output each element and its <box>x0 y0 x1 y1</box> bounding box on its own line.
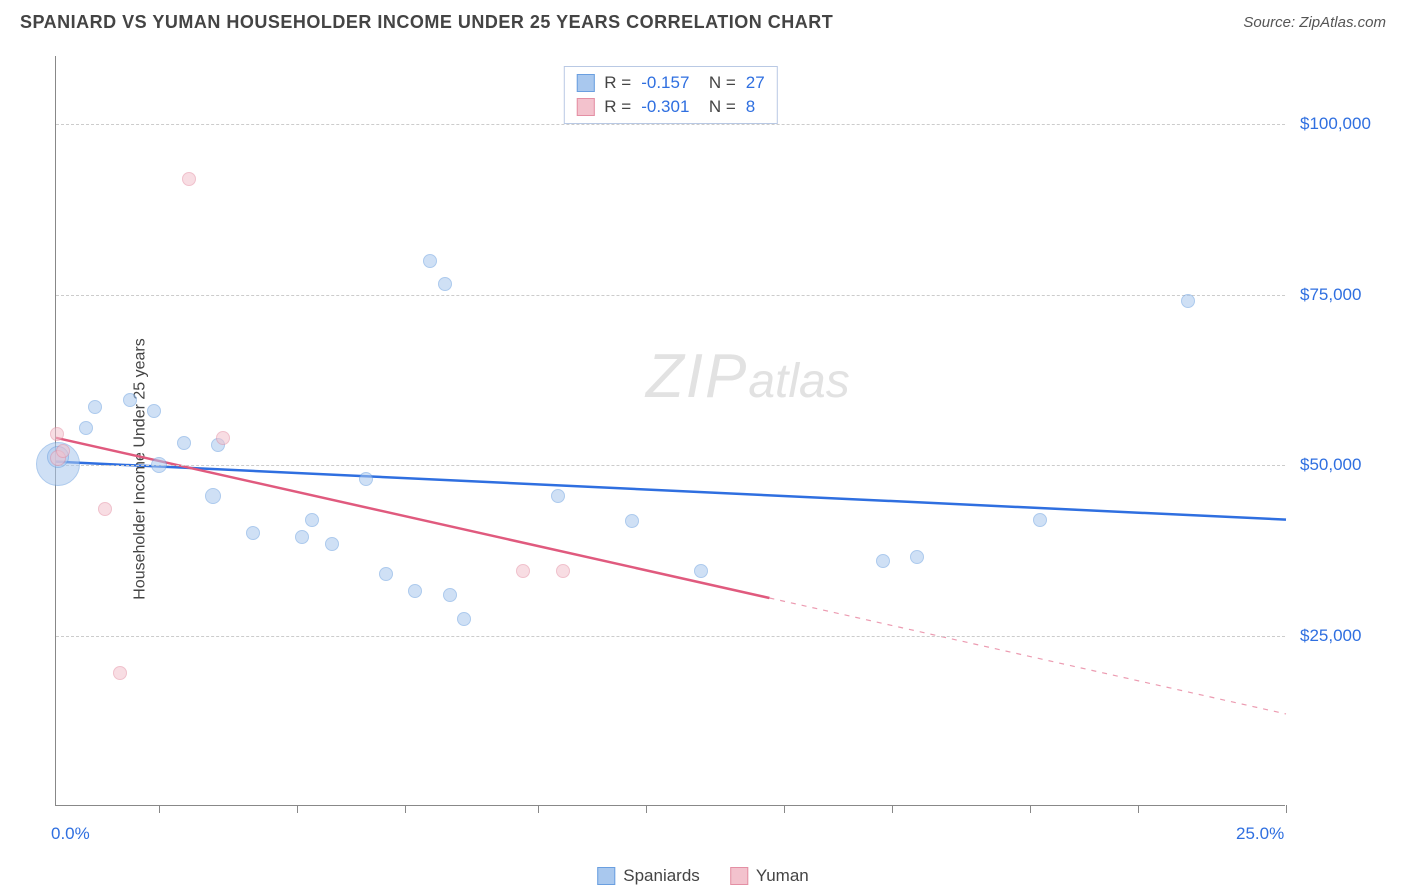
data-point <box>88 400 102 414</box>
swatch-icon <box>730 867 748 885</box>
data-point <box>50 427 64 441</box>
y-tick-label: $50,000 <box>1300 455 1361 475</box>
data-point <box>246 526 260 540</box>
data-point <box>408 584 422 598</box>
data-point <box>147 404 161 418</box>
data-point <box>182 172 196 186</box>
data-point <box>151 457 167 473</box>
data-point <box>113 666 127 680</box>
x-tick <box>646 805 647 813</box>
data-point <box>910 550 924 564</box>
y-tick-label: $100,000 <box>1300 114 1371 134</box>
x-tick <box>1286 805 1287 813</box>
data-point <box>438 277 452 291</box>
x-tick-label: 0.0% <box>51 824 90 844</box>
x-tick <box>405 805 406 813</box>
data-point <box>443 588 457 602</box>
data-point <box>625 514 639 528</box>
data-point <box>216 431 230 445</box>
plot-area: ZIPatlas R = -0.157 N = 27 R = -0.301 N … <box>55 56 1285 806</box>
gridline <box>56 636 1285 637</box>
data-point <box>1033 513 1047 527</box>
chart-title: SPANIARD VS YUMAN HOUSEHOLDER INCOME UND… <box>20 12 833 33</box>
data-point <box>457 612 471 626</box>
data-point <box>556 564 570 578</box>
data-point <box>79 421 93 435</box>
regression-lines <box>56 56 1285 805</box>
swatch-icon <box>597 867 615 885</box>
data-point <box>694 564 708 578</box>
data-point <box>359 472 373 486</box>
data-point <box>56 444 70 458</box>
gridline <box>56 465 1285 466</box>
y-tick-label: $75,000 <box>1300 285 1361 305</box>
data-point <box>551 489 565 503</box>
data-point <box>98 502 112 516</box>
legend-item: Spaniards <box>597 866 700 886</box>
data-point <box>379 567 393 581</box>
data-point <box>876 554 890 568</box>
x-tick <box>784 805 785 813</box>
chart-container: Householder Income Under 25 years ZIPatl… <box>0 46 1406 892</box>
data-point <box>516 564 530 578</box>
legend-item: Yuman <box>730 866 809 886</box>
gridline <box>56 124 1285 125</box>
data-point <box>325 537 339 551</box>
x-tick-label: 25.0% <box>1236 824 1284 844</box>
data-point <box>423 254 437 268</box>
y-tick-label: $25,000 <box>1300 626 1361 646</box>
data-point <box>177 436 191 450</box>
data-point <box>123 393 137 407</box>
x-tick <box>1138 805 1139 813</box>
data-point <box>1181 294 1195 308</box>
x-tick <box>892 805 893 813</box>
gridline <box>56 295 1285 296</box>
data-point <box>305 513 319 527</box>
source-attribution: Source: ZipAtlas.com <box>1243 14 1386 31</box>
x-tick <box>297 805 298 813</box>
data-point <box>205 488 221 504</box>
x-tick <box>159 805 160 813</box>
x-tick <box>538 805 539 813</box>
x-tick <box>1030 805 1031 813</box>
series-legend: Spaniards Yuman <box>597 866 809 886</box>
data-point <box>295 530 309 544</box>
